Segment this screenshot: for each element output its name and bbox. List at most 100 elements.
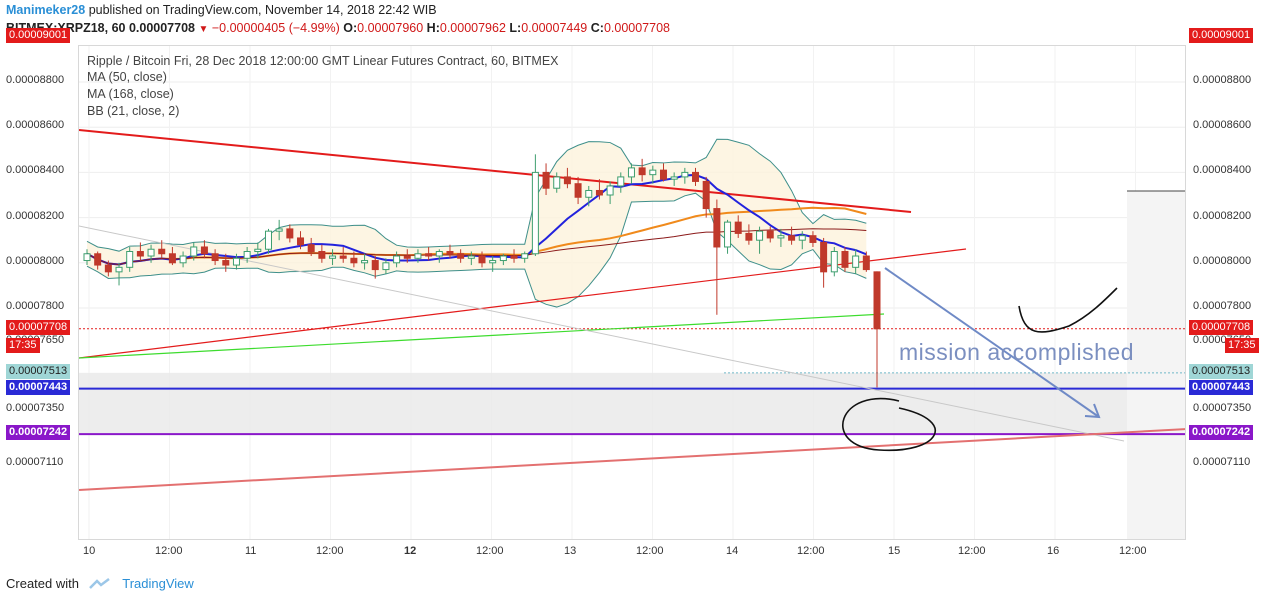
- candle-body: [606, 185, 614, 196]
- down-arrow-icon: ▼: [198, 24, 209, 35]
- footer: Created with TradingView: [6, 576, 194, 591]
- candle-body: [638, 167, 646, 176]
- candle-body: [168, 253, 176, 264]
- close-label: C:: [590, 21, 604, 35]
- candle-body: [617, 176, 625, 187]
- candle-body: [403, 255, 411, 259]
- x-tick-label: 12:00: [155, 545, 183, 557]
- candle-body: [702, 180, 710, 210]
- chart-title: Ripple / Bitcoin Fri, 28 Dec 2018 12:00:…: [87, 54, 559, 68]
- candle-body: [756, 230, 764, 241]
- candle-body: [104, 264, 112, 273]
- candle-body: [734, 221, 742, 234]
- y-left-tick: 0.00008200: [6, 209, 65, 222]
- y-right-tick: 0.00008000: [1193, 254, 1252, 267]
- candle-body: [457, 253, 465, 259]
- candle-body: [243, 251, 251, 259]
- candle-body: [852, 255, 860, 268]
- x-tick-label: 12: [404, 545, 417, 557]
- grey-trendline: [79, 225, 1125, 442]
- candle-body: [595, 189, 603, 196]
- y-right-tick: 0.00007350: [1193, 401, 1252, 414]
- y-left-tick: 0.00007242: [6, 425, 71, 441]
- chart-plot-area[interactable]: Ripple / Bitcoin Fri, 28 Dec 2018 12:00:…: [78, 45, 1186, 540]
- x-tick-label: 12:00: [316, 545, 344, 557]
- candle-body: [361, 260, 369, 264]
- candle-body: [83, 253, 91, 262]
- close-value: 0.00007708: [603, 21, 670, 35]
- candle-body: [254, 248, 262, 253]
- candle-body: [798, 235, 806, 241]
- candle-body: [627, 167, 635, 178]
- annotation-text: mission accomplished: [899, 339, 1134, 365]
- y-left-tick: 0.00007708: [6, 319, 71, 335]
- candle-body: [820, 241, 828, 273]
- candle-body: [563, 176, 571, 185]
- y-left-tick: 0.00008600: [6, 119, 65, 132]
- projection-box: [1127, 191, 1185, 539]
- high-value: 0.00007962: [439, 21, 506, 35]
- candle-body: [659, 169, 667, 180]
- x-tick-label: 12:00: [1119, 545, 1147, 557]
- candle-body: [232, 257, 240, 266]
- candle-body: [467, 255, 475, 259]
- candle-body: [531, 171, 539, 255]
- candle-body: [574, 183, 582, 198]
- candle-body: [692, 171, 700, 182]
- x-tick-label: 10: [83, 545, 96, 557]
- x-tick-label: 13: [564, 545, 577, 557]
- candle-body: [777, 235, 785, 239]
- hand-curve: [1018, 287, 1118, 333]
- arrowhead-icon: [1084, 403, 1101, 419]
- candle-body: [222, 260, 230, 266]
- candle-body: [350, 257, 358, 264]
- low-label: L:: [509, 21, 522, 35]
- ohlc-header: BITMEX:XRPZ18, 60 0.00007708 ▼ −0.000004…: [6, 21, 670, 35]
- bb-lower: [86, 192, 867, 308]
- y-right-tick: 0.00007242: [1189, 425, 1254, 441]
- y-left-tick: 0.00007110: [6, 455, 64, 468]
- candle-body: [126, 251, 134, 268]
- author-link[interactable]: Manimeker28: [6, 3, 86, 17]
- candle-body: [329, 255, 337, 259]
- y-right-tick: 0.00007708: [1189, 319, 1254, 335]
- candle-body: [478, 255, 486, 264]
- candle-body: [841, 251, 849, 268]
- y-left-tick: 0.00007443: [6, 379, 71, 395]
- created-with: Created with: [6, 576, 79, 591]
- candle-body: [414, 253, 422, 259]
- countdown-tag: 17:35: [1225, 337, 1259, 353]
- candle-body: [553, 176, 561, 189]
- candle-body: [339, 255, 347, 259]
- candle-body: [297, 237, 305, 246]
- candle-body: [190, 246, 198, 257]
- candle-body: [382, 262, 390, 271]
- candle-body: [115, 266, 123, 273]
- candle-body: [200, 246, 208, 255]
- y-left-tick: 0.00008000: [6, 254, 65, 267]
- candle-body: [371, 260, 379, 271]
- y-right-tick: 0.00007800: [1193, 300, 1252, 312]
- bb-upper: [86, 138, 867, 252]
- open-value: 0.00007960: [357, 21, 424, 35]
- low-value: 0.00007449: [521, 21, 588, 35]
- y-right-tick: 0.00007110: [1193, 455, 1251, 468]
- channel-trendline: [79, 248, 967, 359]
- candle-body: [788, 235, 796, 241]
- rising-support-trendline: [79, 428, 1185, 491]
- candle-body: [435, 251, 443, 257]
- candle-body: [211, 253, 219, 262]
- support-zone: [79, 372, 1185, 435]
- candle-body: [670, 176, 678, 180]
- tradingview-link[interactable]: TradingView: [122, 576, 194, 591]
- candle-body: [179, 255, 187, 264]
- legend-ma50[interactable]: MA (50, close): [87, 70, 167, 84]
- legend-ma168[interactable]: MA (168, close): [87, 87, 174, 101]
- candle-body: [766, 230, 774, 239]
- y-right-tick: 0.00007443: [1189, 379, 1254, 395]
- candle-body: [393, 255, 401, 264]
- y-left-tick: 0.00007800: [6, 300, 65, 312]
- x-tick-label: 16: [1047, 545, 1060, 557]
- legend-bb[interactable]: BB (21, close, 2): [87, 104, 180, 118]
- open-label: O:: [343, 21, 358, 35]
